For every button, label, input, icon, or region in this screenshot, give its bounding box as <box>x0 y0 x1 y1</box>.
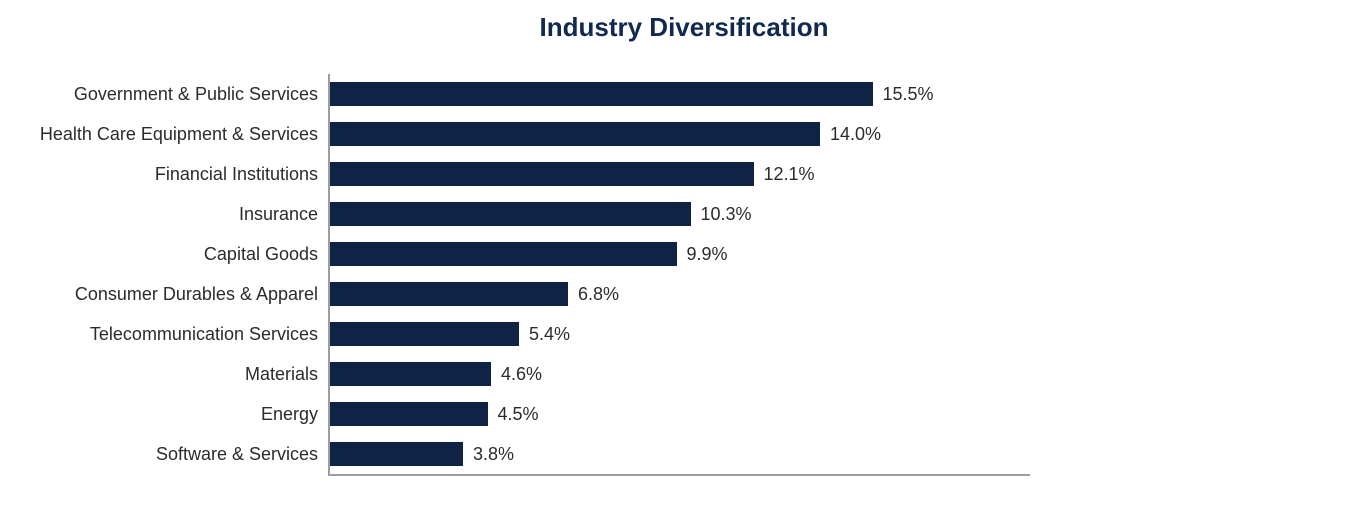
category-label: Insurance <box>2 194 318 234</box>
bar <box>330 82 873 106</box>
bar-value-label: 14.0% <box>830 114 881 154</box>
category-label: Financial Institutions <box>2 154 318 194</box>
bar <box>330 282 568 306</box>
chart-plot-area: Government & Public Services15.5%Health … <box>328 74 1030 476</box>
category-label: Energy <box>2 394 318 434</box>
category-label: Health Care Equipment & Services <box>2 114 318 154</box>
chart-row: Consumer Durables & Apparel6.8% <box>330 274 1030 314</box>
chart-row: Materials4.6% <box>330 354 1030 394</box>
bar-value-label: 4.5% <box>498 394 539 434</box>
chart-row: Telecommunication Services5.4% <box>330 314 1030 354</box>
bar <box>330 442 463 466</box>
category-label: Materials <box>2 354 318 394</box>
bar-value-label: 4.6% <box>501 354 542 394</box>
chart-row: Government & Public Services15.5% <box>330 74 1030 114</box>
chart-row: Health Care Equipment & Services14.0% <box>330 114 1030 154</box>
bar-value-label: 6.8% <box>578 274 619 314</box>
chart-row: Insurance10.3% <box>330 194 1030 234</box>
bar-value-label: 5.4% <box>529 314 570 354</box>
bar <box>330 202 691 226</box>
category-label: Government & Public Services <box>2 74 318 114</box>
category-label: Software & Services <box>2 434 318 474</box>
bar-value-label: 10.3% <box>701 194 752 234</box>
bar <box>330 402 488 426</box>
bar <box>330 162 754 186</box>
category-label: Capital Goods <box>2 234 318 274</box>
chart-row: Energy4.5% <box>330 394 1030 434</box>
bar-value-label: 12.1% <box>764 154 815 194</box>
chart-title: Industry Diversification <box>0 12 1368 43</box>
industry-diversification-chart: Industry Diversification Government & Pu… <box>0 0 1368 506</box>
bar-value-label: 15.5% <box>883 74 934 114</box>
bar-value-label: 9.9% <box>687 234 728 274</box>
category-label: Consumer Durables & Apparel <box>2 274 318 314</box>
category-label: Telecommunication Services <box>2 314 318 354</box>
bar <box>330 322 519 346</box>
chart-row: Capital Goods9.9% <box>330 234 1030 274</box>
bar <box>330 362 491 386</box>
chart-row: Financial Institutions12.1% <box>330 154 1030 194</box>
bar <box>330 242 677 266</box>
bar <box>330 122 820 146</box>
bar-value-label: 3.8% <box>473 434 514 474</box>
chart-row: Software & Services3.8% <box>330 434 1030 474</box>
